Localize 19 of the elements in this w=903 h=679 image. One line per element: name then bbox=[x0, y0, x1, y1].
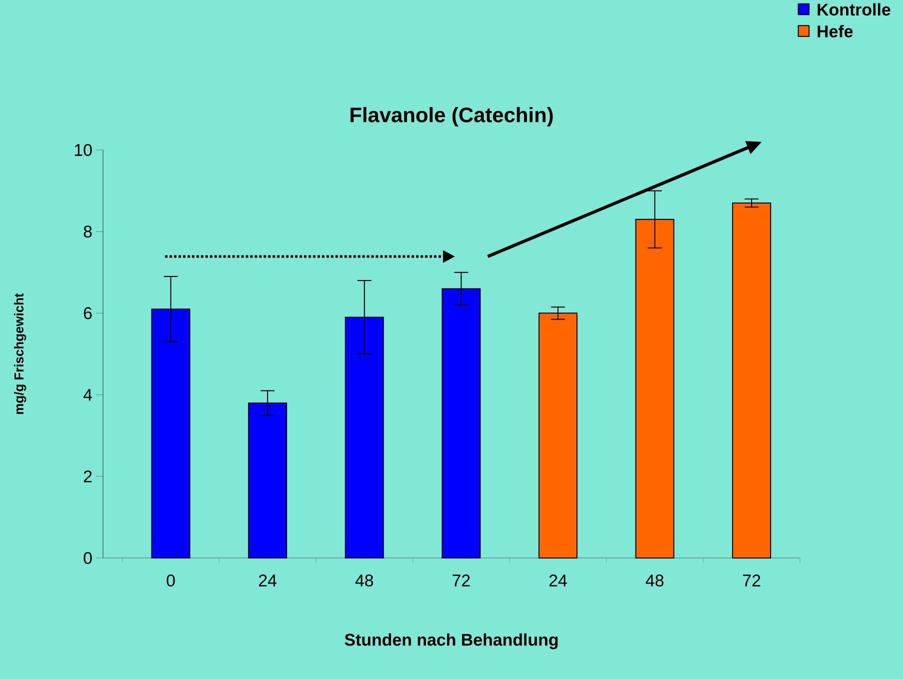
legend-label: Hefe bbox=[818, 24, 853, 38]
y-tick-label: 10 bbox=[74, 144, 92, 156]
x-tick-label: 48 bbox=[646, 574, 664, 586]
x-tick-label: 24 bbox=[259, 574, 276, 586]
y-tick-label: 4 bbox=[83, 388, 92, 401]
y-tick-label: 2 bbox=[84, 470, 92, 482]
bar bbox=[732, 202, 772, 558]
y-tick-label: 8 bbox=[84, 226, 92, 238]
x-axis-title: Stunden nach Behandlung bbox=[344, 633, 558, 650]
x-tick-label: 72 bbox=[743, 574, 760, 586]
x-tick-label: 72 bbox=[452, 574, 470, 586]
y-axis-title: mg/g Frischgewicht bbox=[14, 293, 26, 414]
x-tick-label: 24 bbox=[549, 574, 567, 586]
x-tick-label: 0 bbox=[166, 574, 175, 586]
y-tick-label: 0 bbox=[84, 552, 92, 564]
legend-label: Kontrolle bbox=[818, 3, 890, 16]
y-tick-label: 6 bbox=[84, 307, 92, 320]
chart-title: Flavanole (Catechin) bbox=[350, 106, 553, 126]
x-tick-label: 48 bbox=[355, 574, 374, 586]
